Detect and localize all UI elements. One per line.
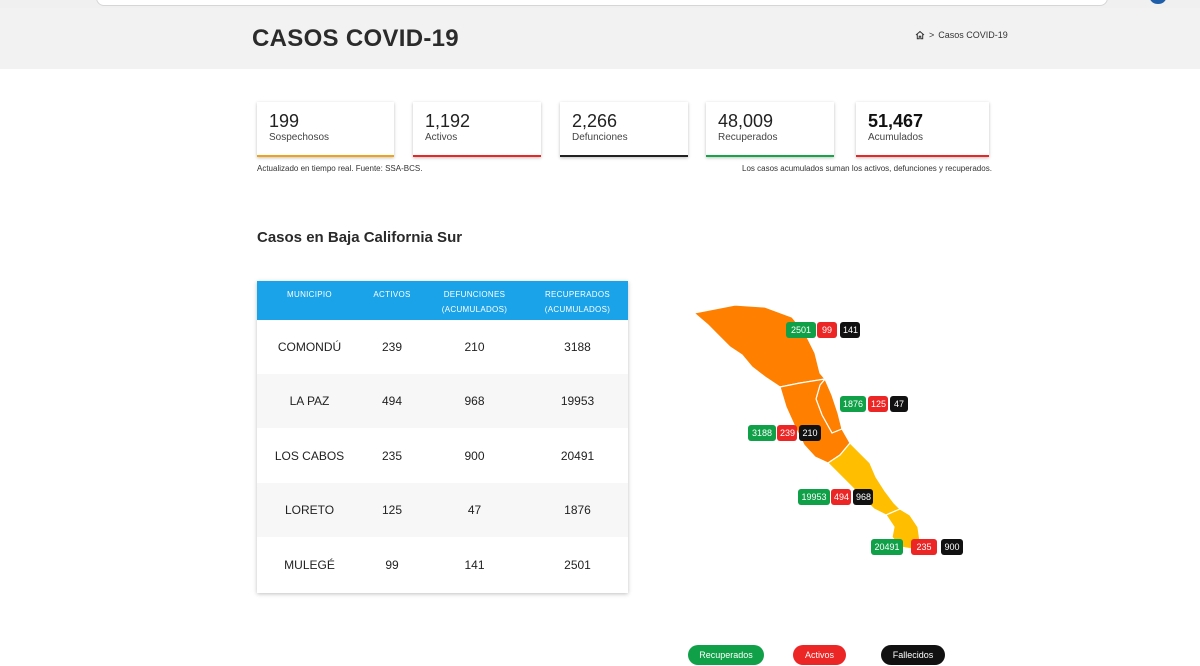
stat-underline	[856, 155, 989, 157]
stat-underline	[257, 155, 394, 157]
legend-recuperados: Recuperados	[688, 645, 764, 665]
browser-top-strip	[0, 0, 1200, 8]
stat-value: 51,467	[868, 111, 924, 131]
badge-activos-loreto: 125	[868, 396, 888, 412]
region-lapaz	[827, 442, 902, 516]
stat-label: Defunciones	[572, 132, 628, 143]
stat-underline	[413, 155, 541, 157]
col-header-recuperados: RECUPERADOS (ACUMULADOS)	[544, 290, 611, 314]
stat-value: 2,266	[572, 111, 618, 131]
badge-recuperados-comondu: 3188	[748, 425, 776, 441]
badge-fallecidos-mulege: 141	[840, 322, 860, 338]
address-bar[interactable]	[96, 0, 1108, 6]
cell-recuperados: 1876	[564, 503, 591, 517]
page-title: CASOS COVID-19	[252, 25, 459, 52]
region-mulege	[692, 304, 827, 388]
cell-recuperados: 3188	[564, 340, 591, 354]
cases-table: MUNICIPIO ACTIVOS DEFUNCIONES (ACUMULADOS…	[257, 281, 628, 593]
badge-recuperados-loscabos: 20491	[871, 539, 903, 555]
badge-recuperados-loreto: 1876	[840, 396, 866, 412]
stat-value: 48,009	[718, 111, 774, 131]
table-header: MUNICIPIO ACTIVOS DEFUNCIONES (ACUMULADOS…	[257, 281, 628, 320]
stat-underline	[706, 155, 834, 157]
cell-municipio: LORETO	[284, 503, 335, 517]
cell-recuperados: 20491	[560, 449, 595, 463]
accumulated-note: Los casos acumulados suman los activos, …	[742, 164, 992, 173]
page-header: CASOS COVID-19 > Casos COVID-19	[0, 8, 1200, 69]
col-header-activos: ACTIVOS	[373, 290, 411, 299]
cell-recuperados: 2501	[564, 558, 591, 572]
stat-label: Sospechosos	[269, 132, 330, 143]
cell-defunciones: 47	[467, 503, 482, 517]
profile-icon[interactable]	[1150, 0, 1166, 4]
bcs-map: 2501 99 141 1876 125 47 3188 239 210 199…	[680, 295, 980, 575]
cell-municipio: MULEGÉ	[284, 558, 335, 572]
badge-activos-lapaz: 494	[831, 489, 851, 505]
badge-activos-loscabos: 235	[911, 539, 937, 555]
table-row: LOS CABOS 235 900 20491	[257, 429, 628, 483]
badge-fallecidos-loreto: 47	[890, 396, 908, 412]
cell-activos: 239	[381, 340, 403, 354]
legend-activos: Activos	[793, 645, 846, 665]
badge-activos-mulege: 99	[817, 322, 837, 338]
cell-activos: 235	[381, 449, 403, 463]
badge-recuperados-lapaz: 19953	[798, 489, 830, 505]
table-row: COMONDÚ 239 210 3188	[257, 320, 628, 374]
cell-activos: 99	[385, 558, 399, 572]
stat-card-sospechosos: 199 Sospechosos	[257, 102, 394, 157]
cell-defunciones: 210	[464, 340, 485, 354]
legend-fallecidos: Fallecidos	[881, 645, 945, 665]
cell-defunciones: 141	[464, 558, 485, 572]
badge-fallecidos-lapaz: 968	[853, 489, 873, 505]
stat-label: Acumulados	[868, 132, 924, 143]
stat-card-acumulados: 51,467 Acumulados	[856, 102, 989, 157]
stat-label: Activos	[425, 132, 458, 143]
table-row: MULEGÉ 99 141 2501	[257, 538, 628, 592]
cell-defunciones: 968	[464, 394, 485, 408]
section-title: Casos en Baja California Sur	[257, 229, 463, 246]
breadcrumb: > Casos COVID-19	[915, 30, 1008, 40]
cell-municipio: LOS CABOS	[274, 449, 345, 463]
cell-activos: 125	[381, 503, 403, 517]
stat-label: Recuperados	[718, 132, 778, 143]
col-header-defunciones: DEFUNCIONES (ACUMULADOS)	[441, 290, 508, 314]
breadcrumb-separator: >	[929, 30, 935, 40]
cell-municipio: LA PAZ	[289, 394, 330, 408]
home-icon[interactable]	[915, 30, 925, 40]
cell-recuperados: 19953	[560, 394, 595, 408]
stat-value: 1,192	[425, 111, 471, 131]
breadcrumb-current: Casos COVID-19	[938, 30, 1008, 40]
badge-fallecidos-comondu: 210	[799, 425, 821, 441]
cell-activos: 494	[381, 394, 403, 408]
stat-value: 199	[269, 111, 300, 131]
source-note: Actualizado en tiempo real. Fuente: SSA-…	[257, 164, 423, 173]
stat-underline	[560, 155, 688, 157]
stat-card-activos: 1,192 Activos	[413, 102, 541, 157]
badge-recuperados-mulege: 2501	[786, 322, 816, 338]
badge-activos-comondu: 239	[777, 425, 797, 441]
cell-municipio: COMONDÚ	[277, 340, 342, 354]
badge-fallecidos-loscabos: 900	[941, 539, 963, 555]
stat-card-defunciones: 2,266 Defunciones	[560, 102, 688, 157]
cell-defunciones: 900	[464, 449, 485, 463]
stat-card-recuperados: 48,009 Recuperados	[706, 102, 834, 157]
table-row: LORETO 125 47 1876	[257, 483, 628, 537]
col-header-municipio: MUNICIPIO	[287, 290, 332, 299]
table-row: LA PAZ 494 968 19953	[257, 374, 628, 428]
